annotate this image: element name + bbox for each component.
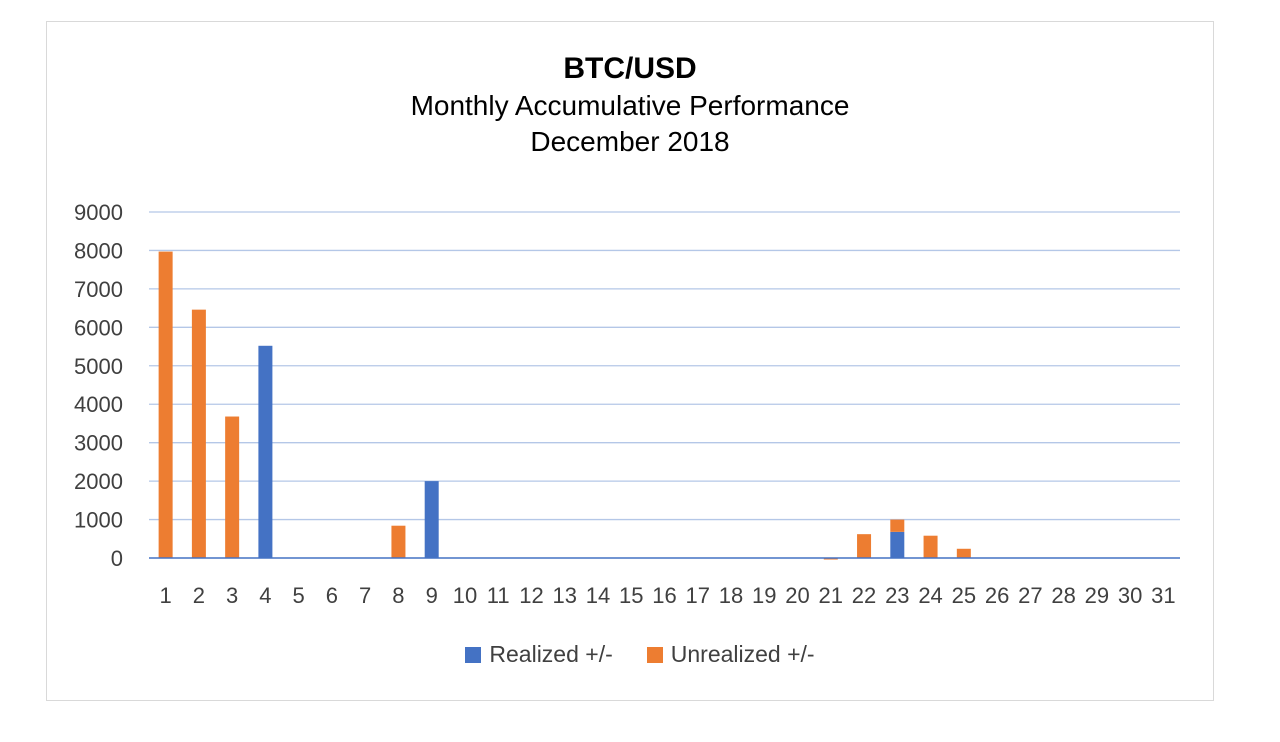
- bar-unrealized: [225, 416, 240, 558]
- x-tick-label: 31: [1151, 583, 1175, 608]
- x-tick-label: 7: [359, 583, 371, 608]
- x-tick-label: 16: [652, 583, 676, 608]
- bar-unrealized: [823, 558, 838, 560]
- x-tick-label: 10: [453, 583, 477, 608]
- x-tick-label: 19: [752, 583, 776, 608]
- x-tick-label: 25: [952, 583, 976, 608]
- legend-item-unrealized: Unrealized +/-: [646, 641, 815, 668]
- y-tick-label: 4000: [74, 392, 123, 417]
- x-tick-label: 23: [885, 583, 909, 608]
- x-tick-label: 6: [326, 583, 338, 608]
- bar-unrealized: [923, 535, 938, 558]
- x-tick-label: 30: [1118, 583, 1142, 608]
- x-tick-label: 29: [1085, 583, 1109, 608]
- bar-realized: [890, 531, 905, 558]
- y-tick-label: 6000: [74, 315, 123, 340]
- x-tick-label: 13: [552, 583, 576, 608]
- bar-unrealized: [158, 251, 173, 558]
- bar-unrealized: [191, 309, 206, 558]
- y-tick-label: 3000: [74, 431, 123, 456]
- x-tick-label: 20: [785, 583, 809, 608]
- y-tick-label: 9000: [74, 200, 123, 225]
- chart-subtitle-line-1: Monthly Accumulative Performance: [410, 90, 850, 121]
- bar-realized: [258, 345, 273, 558]
- bar-unrealized: [391, 525, 406, 558]
- legend-swatch-realized: [465, 646, 482, 663]
- legend-label-unrealized: Unrealized +/-: [670, 641, 815, 667]
- x-tick-label: 8: [392, 583, 404, 608]
- x-tick-label: 9: [426, 583, 438, 608]
- y-tick-label: 8000: [74, 238, 123, 263]
- x-tick-label: 5: [293, 583, 305, 608]
- x-tick-label: 15: [619, 583, 643, 608]
- legend-label-realized: Realized +/-: [489, 641, 613, 667]
- x-tick-label: 21: [819, 583, 843, 608]
- y-tick-label: 7000: [74, 277, 123, 302]
- x-tick-label: 11: [487, 583, 510, 608]
- legend-item-realized: Realized +/-: [465, 641, 613, 668]
- chart-frame: [46, 21, 1214, 701]
- bar-unrealized: [890, 519, 905, 532]
- x-tick-label: 14: [586, 583, 610, 608]
- legend-swatch-unrealized: [646, 646, 663, 663]
- x-tick-label: 12: [519, 583, 543, 608]
- y-tick-label: 5000: [74, 354, 123, 379]
- chart-title: BTC/USD: [563, 52, 697, 85]
- x-tick-label: 1: [160, 583, 172, 608]
- x-tick-label: 26: [985, 583, 1009, 608]
- legend: Realized +/- Unrealized +/-: [0, 641, 1280, 668]
- y-tick-label: 1000: [74, 508, 123, 533]
- x-tick-label: 17: [686, 583, 710, 608]
- chart-titles: BTC/USD Monthly Accumulative Performance…: [46, 50, 1214, 160]
- x-tick-label: 3: [226, 583, 238, 608]
- bar-unrealized: [956, 548, 971, 558]
- y-tick-label: 2000: [74, 469, 123, 494]
- y-tick-label: 0: [111, 546, 123, 571]
- x-tick-label: 24: [918, 583, 942, 608]
- x-tick-label: 18: [719, 583, 743, 608]
- x-tick-label: 22: [852, 583, 876, 608]
- x-tick-label: 28: [1051, 583, 1075, 608]
- bar-realized: [424, 481, 439, 558]
- x-tick-label: 2: [193, 583, 205, 608]
- x-tick-label: 4: [259, 583, 271, 608]
- x-tick-label: 27: [1018, 583, 1042, 608]
- chart-subtitle-line-2: December 2018: [530, 126, 730, 157]
- bar-unrealized: [857, 534, 872, 558]
